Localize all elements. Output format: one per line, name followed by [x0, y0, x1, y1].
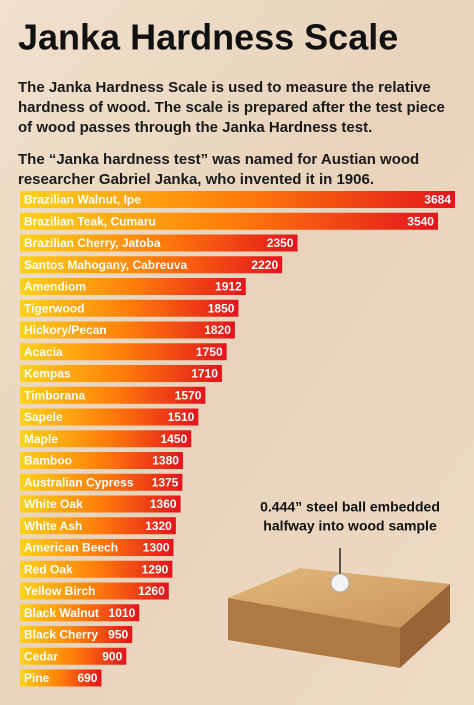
value-label: 2350	[267, 236, 294, 250]
description-line: hardness of wood. The scale is prepared …	[18, 99, 445, 116]
bar	[20, 386, 206, 404]
value-label: 1290	[142, 562, 169, 576]
value-label: 1820	[204, 323, 231, 337]
bar	[20, 234, 298, 252]
bar-label: Black Walnut	[24, 606, 99, 620]
value-label: 1380	[152, 454, 179, 468]
bar	[20, 560, 173, 578]
description-line: The Janka Hardness Scale is used to meas…	[18, 79, 431, 96]
value-label: 1850	[208, 301, 235, 315]
bar	[20, 191, 455, 208]
bar	[20, 539, 174, 556]
value-label: 1912	[215, 280, 242, 294]
bar	[20, 669, 102, 687]
value-label: 1570	[175, 388, 202, 402]
bar	[20, 647, 127, 665]
bar-label: Hickory/Pecan	[24, 323, 107, 337]
bar-label: Acacia	[24, 345, 63, 359]
value-label: 1375	[152, 475, 179, 489]
bar	[20, 256, 283, 274]
bar-label: Brazilian Teak, Cumaru	[24, 214, 156, 228]
bar	[20, 626, 133, 643]
value-label: 1260	[138, 584, 165, 598]
value-label: 1450	[161, 432, 188, 446]
value-label: 1510	[168, 410, 195, 424]
bar	[20, 343, 227, 361]
value-label: 950	[108, 628, 128, 642]
bar-label: Pine	[24, 671, 50, 685]
value-label: 1750	[196, 345, 223, 359]
annotation: 0.444” steel ball embedded	[260, 499, 440, 515]
bar	[20, 299, 239, 317]
bar-label: American Beech	[24, 541, 118, 555]
bar-label: White Ash	[24, 519, 82, 533]
bar-label: Tigerwood	[24, 301, 84, 315]
bar-label: Black Cherry	[24, 628, 98, 642]
value-label: 3684	[424, 193, 451, 207]
bar-label: Bamboo	[24, 454, 72, 468]
bar	[20, 278, 246, 295]
wood-sample	[228, 548, 450, 668]
bar-label: Red Oak	[24, 562, 73, 576]
bar	[20, 408, 199, 426]
bar-label: Santos Mahogany, Cabreuva	[24, 258, 187, 272]
bar	[20, 212, 438, 230]
bar	[20, 430, 192, 448]
value-label: 1360	[150, 497, 177, 511]
bar	[20, 321, 235, 339]
value-label: 1710	[191, 367, 218, 381]
value-label: 900	[102, 649, 122, 663]
description-line: The “Janka hardness test” was named for …	[18, 151, 419, 168]
description-line: of wood passes through the Janka Hardnes…	[18, 119, 372, 136]
value-label: 1300	[143, 541, 170, 555]
bar	[20, 473, 183, 491]
bar-label: Sapele	[24, 410, 63, 424]
bar	[20, 495, 181, 513]
title: Janka Hardness Scale	[18, 17, 398, 58]
value-label: 3540	[407, 214, 434, 228]
bar-label: Brazilian Walnut, Ipe	[24, 193, 141, 207]
bar	[20, 452, 183, 469]
bar-label: Kempas	[24, 367, 71, 381]
bar-label: Timborana	[24, 388, 85, 402]
bar	[20, 517, 176, 535]
bar-label: Australian Cypress	[24, 475, 134, 489]
bar	[20, 582, 169, 600]
value-label: 690	[77, 671, 97, 685]
bar-label: Brazilian Cherry, Jatoba	[24, 236, 161, 250]
annotation: halfway into wood sample	[263, 518, 437, 534]
bar-label: Yellow Birch	[24, 584, 95, 598]
bar-label: Maple	[24, 432, 58, 446]
bar	[20, 365, 222, 382]
bar-label: Cedar	[24, 649, 58, 663]
description-line: researcher Gabriel Janka, who invented i…	[18, 171, 374, 188]
value-label: 2220	[251, 258, 278, 272]
bar-label: Amendiom	[24, 280, 86, 294]
value-label: 1010	[109, 606, 136, 620]
value-label: 1320	[145, 519, 172, 533]
bar	[20, 604, 140, 622]
bar-label: White Oak	[24, 497, 83, 511]
